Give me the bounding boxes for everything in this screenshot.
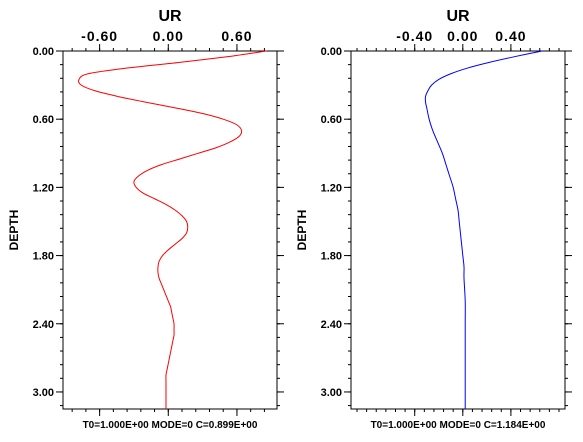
chart-title: UR bbox=[446, 8, 470, 25]
chart-caption: T0=1.000E+00 MODE=0 C=0.899E+00 bbox=[83, 420, 258, 431]
x-tick-label: -0.60 bbox=[81, 28, 118, 44]
x-tick-label: 0.40 bbox=[495, 28, 526, 44]
y-tick-label: 3.00 bbox=[33, 387, 54, 399]
plot-frame bbox=[350, 50, 566, 410]
x-tick-label: 0.00 bbox=[153, 28, 184, 44]
y-tick-label: 1.80 bbox=[321, 251, 342, 263]
y-tick-label: 2.40 bbox=[321, 319, 342, 331]
chart-title: UR bbox=[158, 8, 182, 25]
y-tick-label: 1.20 bbox=[33, 182, 54, 194]
y-tick-label: 1.80 bbox=[33, 251, 54, 263]
chart-caption: T0=1.000E+00 MODE=0 C=1.184E+00 bbox=[371, 420, 546, 431]
x-tick-label: -0.40 bbox=[396, 28, 433, 44]
x-tick-label: 0.60 bbox=[221, 28, 252, 44]
y-axis-label: DEPTH bbox=[7, 210, 21, 251]
y-tick-label: 3.00 bbox=[321, 387, 342, 399]
chart-panel-2: UR -0.40 0.00 0.40 0.00 0.60 1.20 1.80 2.40 3.00 D… bbox=[295, 8, 572, 431]
y-axis-label: DEPTH bbox=[295, 210, 309, 251]
series-line-ur bbox=[424, 50, 543, 409]
y-tick-label: 1.20 bbox=[321, 182, 342, 194]
y-tick-label: 2.40 bbox=[33, 319, 54, 331]
y-tick-label: 0.60 bbox=[321, 114, 342, 126]
chart-panel-1: UR -0.60 0.00 0.60 0.00 0.60 1.20 1.80 2.40 3.00 D… bbox=[7, 8, 284, 431]
x-tick-label: 0.00 bbox=[447, 28, 478, 44]
y-tick-label: 0.60 bbox=[33, 114, 54, 126]
y-tick-label: 0.00 bbox=[321, 46, 342, 58]
y-tick-label: 0.00 bbox=[33, 46, 54, 58]
plot-frame bbox=[62, 50, 278, 410]
series-line-ur bbox=[78, 50, 267, 409]
